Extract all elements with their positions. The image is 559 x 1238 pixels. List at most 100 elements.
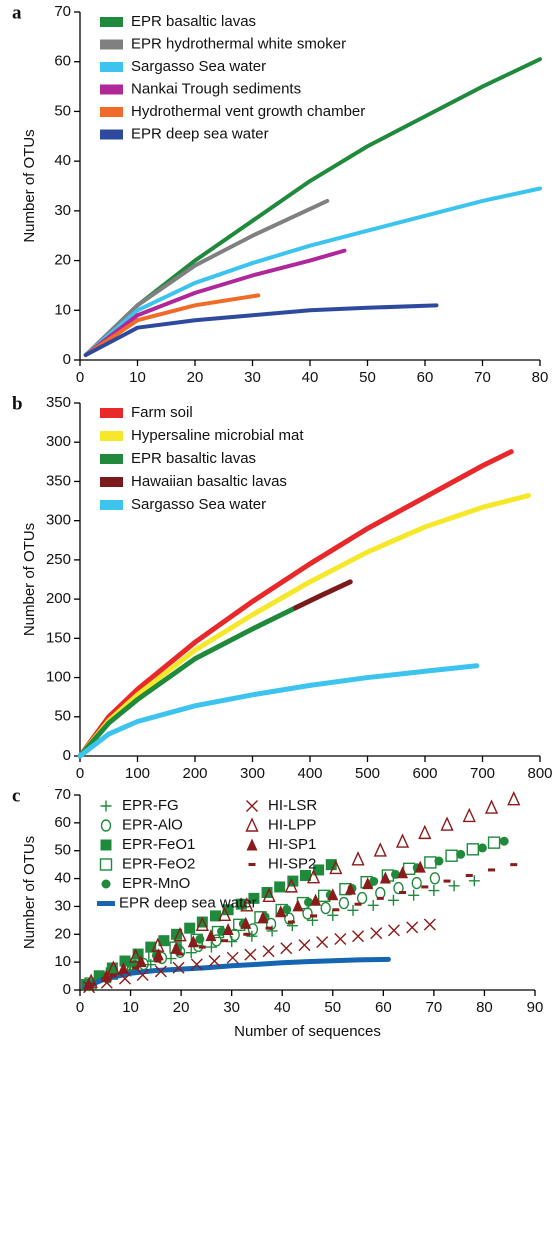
marker — [367, 899, 379, 911]
series-line — [83, 303, 439, 358]
marker — [106, 960, 120, 975]
x-tick-label: 100 — [125, 765, 150, 782]
x-tick-label: 80 — [532, 369, 549, 386]
legend-label: HI-SP1 — [268, 836, 316, 853]
legend-marker — [245, 817, 259, 832]
marker — [262, 887, 276, 903]
x-tick-label: 30 — [223, 999, 240, 1016]
y-tick-label: 300 — [46, 433, 71, 450]
y-tick-label: 250 — [46, 551, 71, 568]
x-tick-label: 60 — [417, 369, 434, 386]
x-tick-label: 700 — [470, 765, 495, 782]
marker — [226, 951, 239, 964]
marker — [132, 966, 140, 970]
y-tick-label: 10 — [54, 301, 71, 318]
marker — [376, 896, 384, 900]
marker — [243, 932, 251, 936]
marker — [477, 843, 487, 853]
legend-label: Hydrothermal vent growth chamber — [131, 103, 365, 120]
marker — [184, 922, 196, 934]
marker — [195, 916, 209, 932]
legend-label: Farm soil — [131, 404, 193, 421]
marker — [329, 859, 343, 875]
legend-swatch — [100, 62, 123, 72]
x-tick-label: 300 — [240, 765, 265, 782]
marker — [240, 897, 254, 912]
marker — [292, 899, 304, 912]
legend-marker — [99, 858, 113, 871]
marker — [310, 914, 318, 918]
marker — [100, 969, 112, 982]
y-tick-label: 50 — [54, 102, 71, 119]
legend-swatch — [100, 431, 123, 441]
marker — [287, 875, 299, 887]
marker — [379, 871, 391, 884]
y-tick-label: 350 — [46, 394, 71, 411]
legend-label: Sargasso Sea water — [131, 496, 266, 513]
marker — [390, 869, 400, 879]
marker — [165, 953, 177, 965]
legend-marker — [246, 800, 258, 812]
y-axis-label: Number of OTUs — [21, 523, 38, 636]
marker — [320, 901, 331, 915]
y-tick-label: 20 — [54, 925, 71, 942]
marker — [205, 941, 217, 953]
y-tick-label: 70 — [54, 786, 71, 803]
legend-marker — [101, 879, 111, 889]
x-tick-label: 50 — [359, 369, 376, 386]
marker — [87, 982, 95, 986]
marker — [327, 909, 339, 921]
marker — [445, 849, 458, 862]
y-tick-label: 60 — [54, 53, 71, 70]
marker — [424, 856, 437, 869]
marker — [429, 872, 441, 885]
y-tick-label: 40 — [54, 870, 71, 887]
marker — [443, 879, 451, 883]
legend-label: Sargasso Sea water — [131, 58, 266, 75]
marker — [408, 889, 420, 901]
marker — [209, 910, 221, 922]
legend-marker — [248, 863, 256, 866]
marker — [507, 790, 521, 806]
series-line — [77, 449, 514, 759]
marker — [274, 881, 286, 893]
y-tick-label: 50 — [54, 708, 71, 725]
marker — [393, 881, 404, 895]
marker — [428, 885, 440, 897]
marker — [195, 934, 205, 944]
x-tick-label: 600 — [412, 765, 437, 782]
marker — [484, 799, 499, 814]
y-axis-label: Number of OTUs — [21, 836, 38, 949]
marker — [354, 902, 362, 906]
marker — [370, 927, 383, 940]
x-tick-label: 0 — [76, 369, 84, 386]
y-tick-label: 0 — [63, 747, 71, 764]
series-line — [83, 293, 261, 358]
series-line — [83, 248, 347, 358]
marker — [510, 863, 518, 867]
marker — [362, 877, 374, 890]
marker — [158, 935, 170, 947]
marker — [221, 939, 229, 943]
legend-marker — [97, 901, 115, 906]
marker — [217, 906, 232, 921]
marker — [275, 905, 287, 918]
x-tick-label: 70 — [474, 369, 491, 386]
marker — [171, 928, 183, 940]
panel-label: a — [12, 2, 22, 23]
x-tick-label: 60 — [375, 999, 392, 1016]
marker — [247, 923, 259, 936]
legend-swatch — [100, 17, 123, 27]
marker — [488, 868, 496, 872]
marker — [344, 882, 356, 895]
marker — [332, 908, 340, 912]
marker — [284, 878, 298, 893]
series-line — [77, 605, 299, 759]
marker — [136, 968, 149, 981]
marker — [205, 929, 217, 942]
marker — [173, 926, 187, 942]
marker — [418, 824, 432, 840]
marker — [298, 939, 311, 952]
legend-label: HI-SP2 — [268, 855, 316, 872]
legend-label: Nankai Trough sediments — [131, 80, 301, 97]
